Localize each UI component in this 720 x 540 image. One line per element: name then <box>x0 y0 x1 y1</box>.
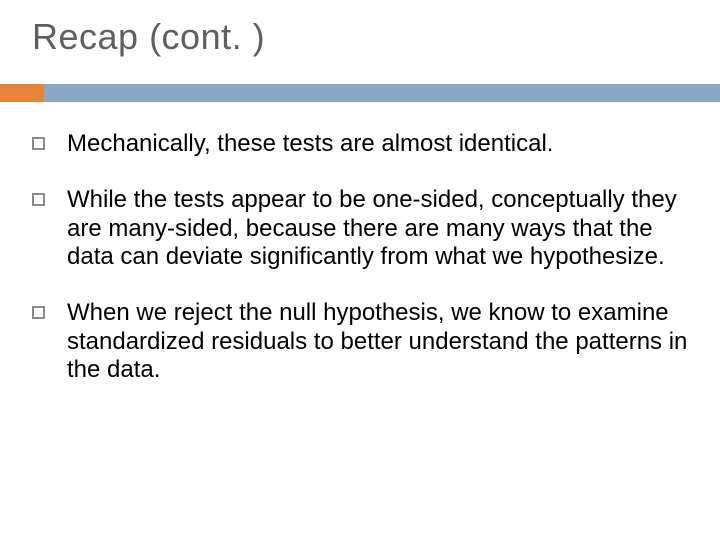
list-item: When we reject the null hypothesis, we k… <box>32 299 692 384</box>
accent-block <box>0 84 44 102</box>
square-bullet-icon <box>32 137 45 150</box>
slide-title: Recap (cont. ) <box>32 16 265 58</box>
square-bullet-icon <box>32 306 45 319</box>
square-bullet-icon <box>32 193 45 206</box>
bullet-text: While the tests appear to be one-sided, … <box>67 186 692 271</box>
main-bar <box>44 84 720 102</box>
slide: Recap (cont. ) Mechanically, these tests… <box>0 0 720 540</box>
slide-body: Mechanically, these tests are almost ide… <box>32 130 692 412</box>
list-item: Mechanically, these tests are almost ide… <box>32 130 692 158</box>
title-underline-bar <box>0 84 720 102</box>
list-item: While the tests appear to be one-sided, … <box>32 186 692 271</box>
bullet-text: Mechanically, these tests are almost ide… <box>67 130 553 158</box>
bullet-text: When we reject the null hypothesis, we k… <box>67 299 692 384</box>
